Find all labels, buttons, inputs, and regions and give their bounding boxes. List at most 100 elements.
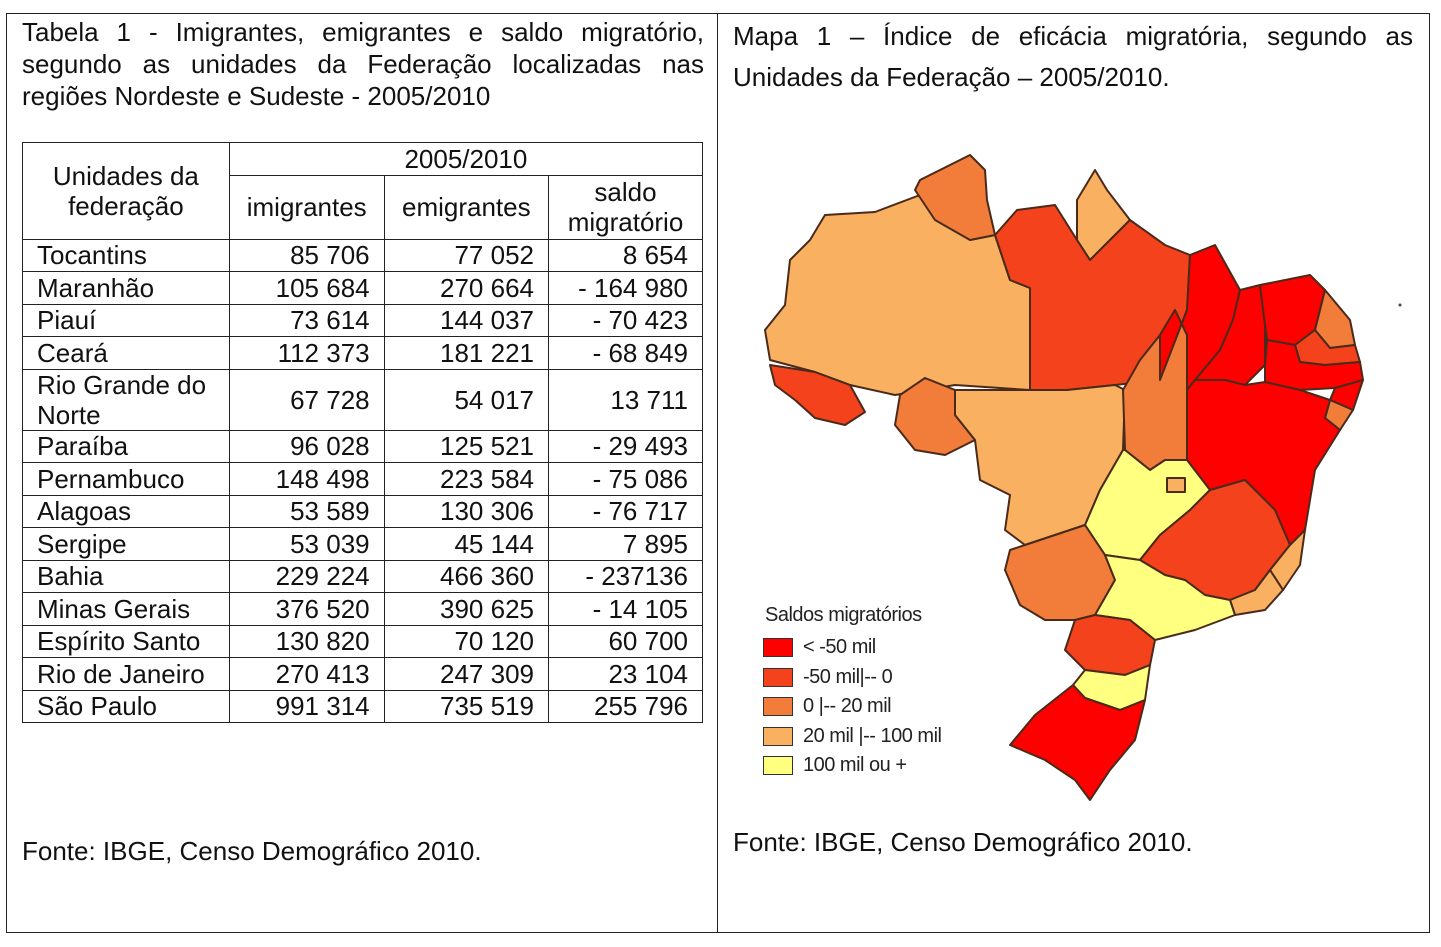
legend-swatch <box>763 726 793 746</box>
table-row: Bahia 229 224 466 360- 237136 <box>22 559 703 593</box>
header-uf: Unidades da federação <box>22 142 230 240</box>
cell-uf: Espírito Santo <box>22 624 230 658</box>
table-body: Tocantins 85 706 77 052 8 654 Maranhão 105 68… <box>22 238 703 723</box>
cell-saldo: - 164 980 <box>548 271 703 305</box>
header-imigrantes: imigrantes <box>228 174 385 240</box>
state-espirito-santo <box>1269 529 1306 591</box>
cell-imigrantes: 148 498 <box>228 462 385 496</box>
table-row: Tocantins 85 706 77 052 8 654 <box>22 238 703 272</box>
cell-saldo: - 76 717 <box>548 494 703 528</box>
table-row: Sergipe 53 039 45 144 7 895 <box>22 527 703 561</box>
outer-frame <box>6 13 1430 933</box>
legend-label: 100 mil ou + <box>803 754 907 777</box>
cell-uf: Alagoas <box>22 494 230 528</box>
cell-emigrantes: 390 625 <box>383 592 550 626</box>
legend-item: -50 mil|-- 0 <box>763 663 941 693</box>
legend-item: 20 mil |-- 100 mil <box>763 722 942 752</box>
table-row: Espírito Santo 130 820 70 120 60 700 <box>22 624 703 658</box>
state-roraima <box>914 154 996 241</box>
cell-emigrantes: 181 221 <box>383 336 550 370</box>
cell-saldo: 23 104 <box>548 657 703 691</box>
cell-saldo: - 68 849 <box>548 336 703 370</box>
cell-emigrantes: 466 360 <box>383 559 550 593</box>
cell-emigrantes: 270 664 <box>383 271 550 305</box>
cell-imigrantes: 105 684 <box>228 271 385 305</box>
table-row: São Paulo 991 314 735 519 255 796 <box>22 689 703 723</box>
legend-label: < -50 mil <box>803 636 876 659</box>
cell-uf: Rio de Janeiro <box>22 657 230 691</box>
header-saldo: saldo migratório <box>548 174 703 240</box>
cell-saldo: - 14 105 <box>548 592 703 626</box>
cell-imigrantes: 96 028 <box>228 429 385 463</box>
cell-emigrantes: 130 306 <box>383 494 550 528</box>
state-rio-grande-do-sul <box>1009 684 1146 801</box>
cell-emigrantes: 247 309 <box>383 657 550 691</box>
cell-imigrantes: 991 314 <box>228 689 385 723</box>
cell-emigrantes: 70 120 <box>383 624 550 658</box>
table-caption: Tabela 1 - Imigrantes, emigrantes e sald… <box>22 17 704 111</box>
table-row: Maranhão 105 684 270 664- 164 980 <box>22 271 703 305</box>
cell-emigrantes: 54 017 <box>383 368 550 431</box>
cell-saldo: - 29 493 <box>548 429 703 463</box>
cell-saldo: 8 654 <box>548 238 703 272</box>
cell-uf: Pernambuco <box>22 462 230 496</box>
header-emigrantes: emigrantes <box>383 174 550 240</box>
island-dot <box>1398 303 1402 307</box>
table-row: Paraíba 96 028 125 521- 29 493 <box>22 429 703 463</box>
cell-uf: São Paulo <box>22 689 230 723</box>
cell-emigrantes: 223 584 <box>383 462 550 496</box>
cell-uf: Piauí <box>22 303 230 337</box>
cell-uf: Bahia <box>22 559 230 593</box>
cell-saldo: 60 700 <box>548 624 703 658</box>
cell-imigrantes: 53 589 <box>228 494 385 528</box>
brazil-map <box>755 150 1415 810</box>
legend-label: -50 mil|-- 0 <box>803 665 893 688</box>
legend-swatch <box>763 667 793 687</box>
cell-emigrantes: 77 052 <box>383 238 550 272</box>
table-source: Fonte: IBGE, Censo Demográfico 2010. <box>22 836 482 866</box>
table-row: Piauí 73 614 144 037- 70 423 <box>22 303 703 337</box>
cell-imigrantes: 67 728 <box>228 368 385 431</box>
legend-items: < -50 mil -50 mil|-- 0 0 |-- 20 mil 20 mil … <box>763 633 942 781</box>
cell-saldo: - 75 086 <box>548 462 703 496</box>
state-acre <box>769 364 866 426</box>
cell-uf: Maranhão <box>22 271 230 305</box>
cell-imigrantes: 130 820 <box>228 624 385 658</box>
cell-uf: Rio Grande do Norte <box>22 368 230 431</box>
cell-emigrantes: 144 037 <box>383 303 550 337</box>
cell-imigrantes: 53 039 <box>228 527 385 561</box>
legend-item: 0 |-- 20 mil <box>763 692 941 722</box>
legend-label: 0 |-- 20 mil <box>803 695 892 718</box>
map-panel: Mapa 1 – Índice de eficácia migratória, … <box>733 16 1413 98</box>
table-row: Alagoas 53 589 130 306- 76 717 <box>22 494 703 528</box>
legend-title: Saldos migratórios <box>765 604 922 626</box>
legend-swatch <box>763 638 793 658</box>
cell-saldo: 13 711 <box>548 368 703 431</box>
cell-uf: Tocantins <box>22 238 230 272</box>
legend-swatch <box>763 697 793 717</box>
table-row: Pernambuco 148 498 223 584- 75 086 <box>22 462 703 496</box>
table-row: Rio de Janeiro 270 413 247 309 23 104 <box>22 657 703 691</box>
legend-swatch <box>763 756 793 776</box>
map-source: Fonte: IBGE, Censo Demográfico 2010. <box>733 827 1193 857</box>
cell-imigrantes: 270 413 <box>228 657 385 691</box>
cell-imigrantes: 376 520 <box>228 592 385 626</box>
legend-item: 100 mil ou + <box>763 751 941 781</box>
map-caption: Mapa 1 – Índice de eficácia migratória, … <box>733 21 1413 92</box>
table-row: Ceará 112 373 181 221- 68 849 <box>22 336 703 370</box>
cell-saldo: 7 895 <box>548 527 703 561</box>
cell-saldo: - 237136 <box>548 559 703 593</box>
cell-imigrantes: 73 614 <box>228 303 385 337</box>
legend-label: 20 mil |-- 100 mil <box>803 724 942 747</box>
cell-uf: Sergipe <box>22 527 230 561</box>
column-divider <box>717 13 718 933</box>
table-panel: Tabela 1 - Imigrantes, emigrantes e sald… <box>22 16 704 112</box>
map-legend: Saldos migratórios < -50 mil -50 mil|-- 0… <box>763 604 942 781</box>
state-distrito-federal <box>1166 477 1186 493</box>
cell-emigrantes: 125 521 <box>383 429 550 463</box>
cell-emigrantes: 45 144 <box>383 527 550 561</box>
cell-imigrantes: 229 224 <box>228 559 385 593</box>
cell-imigrantes: 112 373 <box>228 336 385 370</box>
table-row: Rio Grande do Norte 67 728 54 017 13 711 <box>22 368 703 431</box>
cell-uf: Ceará <box>22 336 230 370</box>
